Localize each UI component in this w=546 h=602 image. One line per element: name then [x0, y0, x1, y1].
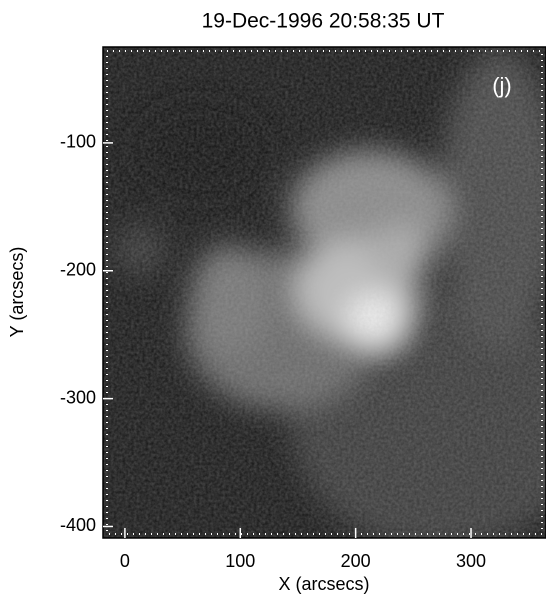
y-tick-label: -400: [60, 515, 96, 535]
x-tick-label: 100: [225, 551, 255, 571]
y-tick-label: -300: [60, 387, 96, 407]
solar-image: [103, 47, 546, 538]
y-tick-label: -100: [60, 132, 96, 152]
x-tick-label: 300: [456, 551, 486, 571]
chart-title: 19-Dec-1996 20:58:35 UT: [202, 10, 445, 33]
panel-label: (j): [492, 73, 512, 98]
y-tick-label: -200: [60, 260, 96, 280]
x-tick-label: 200: [341, 551, 371, 571]
y-axis-label: Y (arcsecs): [7, 247, 27, 338]
x-axis-label: X (arcsecs): [278, 574, 369, 594]
x-tick-label: 0: [120, 551, 130, 571]
plot-frame: [102, 46, 546, 539]
